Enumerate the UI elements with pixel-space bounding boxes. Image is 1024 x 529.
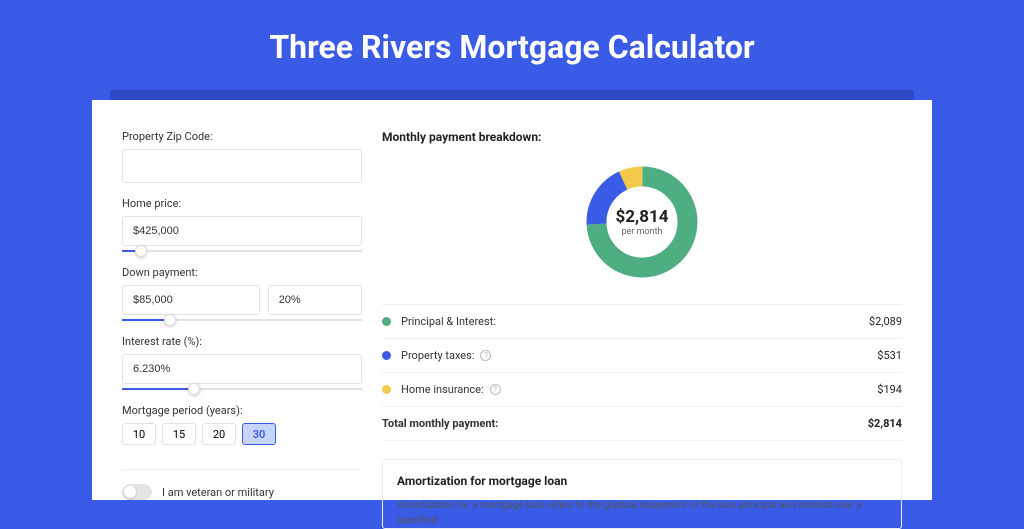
legend-dot xyxy=(382,317,391,326)
period-buttons: 10 15 20 30 xyxy=(122,423,362,445)
home-price-input[interactable] xyxy=(122,216,362,246)
interest-input[interactable] xyxy=(122,354,362,384)
donut-wrap: $2,814 per month xyxy=(382,158,902,304)
down-payment-input[interactable] xyxy=(122,285,260,315)
home-price-group: Home price: xyxy=(122,197,362,252)
help-icon[interactable]: ? xyxy=(480,350,491,361)
down-payment-pct-input[interactable] xyxy=(268,285,362,315)
legend-dot xyxy=(382,351,391,360)
zip-label: Property Zip Code: xyxy=(122,130,362,143)
interest-slider[interactable] xyxy=(122,388,362,390)
legend-total-row: Total monthly payment: $2,814 xyxy=(382,407,902,441)
interest-label: Interest rate (%): xyxy=(122,335,362,348)
home-price-label: Home price: xyxy=(122,197,362,210)
page-title: Three Rivers Mortgage Calculator xyxy=(0,0,1024,90)
period-group: Mortgage period (years): 10 15 20 30 xyxy=(122,404,362,445)
zip-field-group: Property Zip Code: xyxy=(122,130,362,183)
legend-value: $531 xyxy=(877,349,902,362)
total-label: Total monthly payment: xyxy=(382,417,498,430)
veteran-toggle[interactable] xyxy=(122,484,152,500)
period-button-10[interactable]: 10 xyxy=(122,423,156,445)
legend-row: Property taxes:? $531 xyxy=(382,339,902,373)
home-price-slider[interactable] xyxy=(122,250,362,252)
legend-dot xyxy=(382,385,391,394)
donut-center: $2,814 per month xyxy=(582,162,702,282)
period-button-20[interactable]: 20 xyxy=(202,423,236,445)
period-label: Mortgage period (years): xyxy=(122,404,362,417)
amortization-title: Amortization for mortgage loan xyxy=(397,474,887,488)
legend-row: Principal & Interest: $2,089 xyxy=(382,305,902,339)
calculator-card: Property Zip Code: Home price: Down paym… xyxy=(92,100,932,500)
legend-label: Property taxes:? xyxy=(401,349,491,362)
donut-chart: $2,814 per month xyxy=(582,162,702,282)
donut-value: $2,814 xyxy=(616,207,669,227)
inputs-column: Property Zip Code: Home price: Down paym… xyxy=(122,130,362,500)
legend-value: $2,089 xyxy=(869,315,902,328)
legend-label: Principal & Interest: xyxy=(401,315,496,328)
donut-sub: per month xyxy=(621,227,662,237)
legend-value: $194 xyxy=(877,383,902,396)
breakdown-column: Monthly payment breakdown: $2,814 per mo… xyxy=(382,130,902,500)
breakdown-title: Monthly payment breakdown: xyxy=(382,130,902,144)
veteran-row: I am veteran or military xyxy=(122,469,362,500)
card-wrapper: Property Zip Code: Home price: Down paym… xyxy=(110,90,914,500)
interest-group: Interest rate (%): xyxy=(122,335,362,390)
veteran-label: I am veteran or military xyxy=(162,486,274,499)
legend-label: Home insurance:? xyxy=(401,383,501,396)
total-value: $2,814 xyxy=(868,417,902,430)
legend: Principal & Interest: $2,089 Property taxe… xyxy=(382,304,902,441)
period-button-15[interactable]: 15 xyxy=(162,423,196,445)
zip-input[interactable] xyxy=(122,149,362,183)
down-payment-group: Down payment: xyxy=(122,266,362,321)
help-icon[interactable]: ? xyxy=(490,384,501,395)
legend-row: Home insurance:? $194 xyxy=(382,373,902,407)
down-payment-label: Down payment: xyxy=(122,266,362,279)
down-payment-slider[interactable] xyxy=(122,319,362,321)
period-button-30[interactable]: 30 xyxy=(242,423,276,445)
amortization-text: Amortization for a mortgage loan refers … xyxy=(397,498,887,528)
amortization-section: Amortization for mortgage loan Amortizat… xyxy=(382,459,902,529)
